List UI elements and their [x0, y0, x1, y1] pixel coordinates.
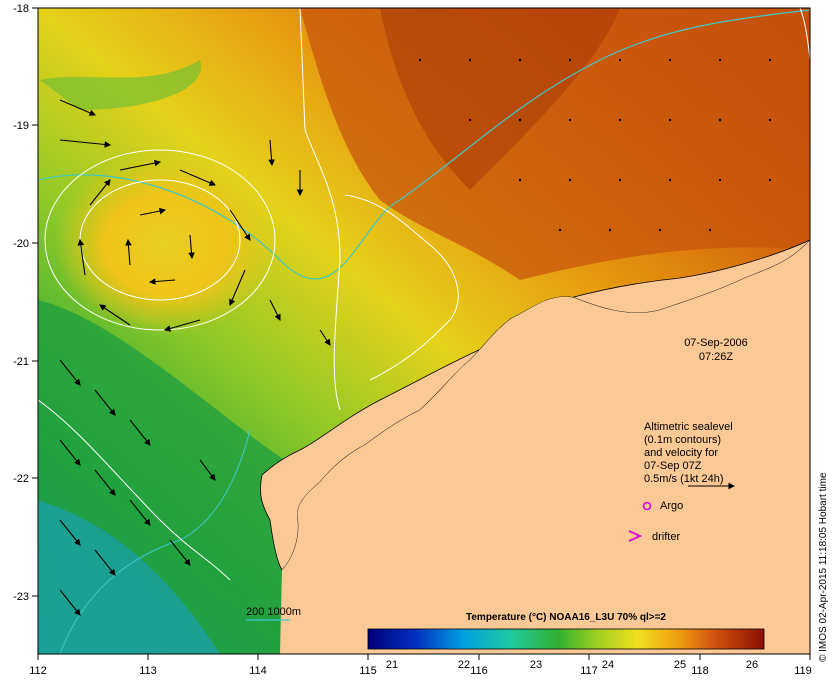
date-label: 07-Sep-2006 [684, 337, 748, 349]
legend-line: 07-Sep 07Z [644, 460, 702, 472]
velocity-dots [418, 58, 772, 232]
time-label: 07:26Z [699, 351, 734, 363]
lat-tick-label: -22 [13, 473, 29, 485]
isobath-1000m [59, 429, 251, 654]
map-frame [37, 7, 811, 655]
legend-line: and velocity for [644, 447, 718, 459]
lon-tick-label: 116 [470, 665, 488, 677]
lon-tick-label: 117 [580, 665, 598, 677]
lat-tick-label: -18 [13, 3, 29, 15]
lon-tick-label: 115 [359, 665, 377, 677]
legend-line: Altimetric sealevel [644, 421, 733, 433]
sst-field [38, 8, 810, 654]
land-mass [280, 240, 810, 654]
lon-tick-label: 114 [249, 665, 267, 677]
lat-tick-label: -19 [13, 120, 29, 132]
colorbar-ramp [367, 628, 765, 650]
lat-tick-label: -23 [13, 591, 29, 603]
sealevel-contours [38, 8, 810, 581]
colorbar-title: Temperature (°C) NOAA16_L3U 70% ql>=2 [466, 612, 666, 623]
legend: Altimetric sealevel (0.1m contours) and … [628, 421, 736, 543]
lon-tick-label: 112 [29, 665, 47, 677]
colorbar-tick: 22 [458, 659, 470, 671]
lon-tick-label: 119 [794, 665, 812, 677]
lat-tick-label: -21 [13, 356, 29, 368]
colorbar-tick: 25 [674, 659, 686, 671]
velocity-arrows [59, 99, 331, 616]
colorbar-tick: 26 [746, 659, 758, 671]
colorbar-tick: 21 [386, 659, 398, 671]
argo-label: Argo [660, 500, 683, 512]
isobath-label: 200 1000m [246, 606, 301, 618]
drifter-label: drifter [652, 531, 680, 543]
lat-axis: -18 -19 -20 -21 -22 -23 [13, 3, 38, 603]
argo-marker-icon [642, 501, 652, 511]
colorbar-tick: 24 [602, 659, 614, 671]
credit-text: © IMOS 02-Apr-2015 11:18:05 Hobart time [818, 472, 829, 662]
legend-line: 0.5m/s (1kt 24h) [644, 473, 723, 485]
isobath-200m [38, 9, 810, 280]
colorbar: Temperature (°C) NOAA16_L3U 70% ql>=2 21… [367, 612, 765, 671]
lon-tick-label: 113 [139, 665, 157, 677]
drifter-marker-icon [628, 530, 643, 542]
lon-tick-label: 118 [691, 665, 709, 677]
lat-tick-label: -20 [13, 238, 29, 250]
lon-axis: 112 113 114 115 116 117 118 119 [29, 654, 812, 677]
legend-line: (0.1m contours) [644, 434, 721, 446]
colorbar-tick: 23 [530, 659, 542, 671]
